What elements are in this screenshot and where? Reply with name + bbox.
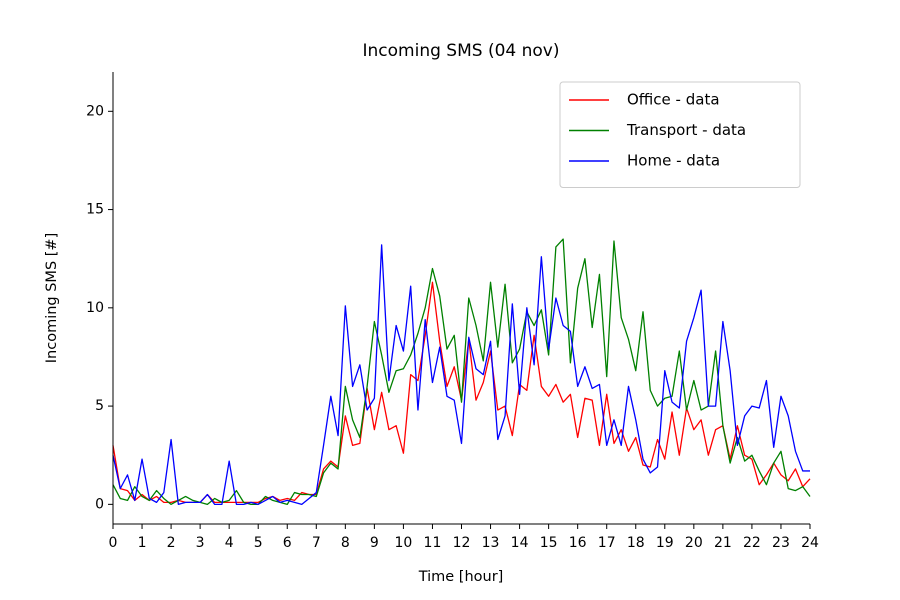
x-tick-label: 1 xyxy=(138,535,147,551)
x-tick-label: 17 xyxy=(598,535,616,551)
x-tick-label: 20 xyxy=(685,535,703,551)
x-tick-label: 9 xyxy=(370,535,379,551)
x-tick-label: 3 xyxy=(196,535,205,551)
x-tick-label: 23 xyxy=(772,535,790,551)
x-tick-label: 14 xyxy=(511,535,529,551)
x-axis-label: Time [hour] xyxy=(418,569,504,585)
x-tick-label: 16 xyxy=(569,535,587,551)
x-tick-label: 4 xyxy=(225,535,234,551)
y-tick-label: 20 xyxy=(86,103,104,119)
x-tick-label: 15 xyxy=(540,535,558,551)
x-tick-label: 8 xyxy=(341,535,350,551)
x-tick-label: 12 xyxy=(453,535,471,551)
x-tick-label: 6 xyxy=(283,535,292,551)
x-tick-label: 21 xyxy=(714,535,732,551)
series-line xyxy=(112,281,811,504)
legend-box xyxy=(559,81,801,188)
x-tick-label: 19 xyxy=(656,535,674,551)
legend-label: Home - data xyxy=(627,152,720,170)
y-tick-label: 0 xyxy=(95,496,104,512)
legend-label: Transport - data xyxy=(626,121,746,139)
x-tick-label: 7 xyxy=(312,535,321,551)
chart-title: Incoming SMS (04 nov) xyxy=(363,41,560,61)
x-tick-label: 0 xyxy=(109,535,118,551)
y-tick-label: 5 xyxy=(95,398,104,414)
x-tick-label: 5 xyxy=(254,535,263,551)
series-line xyxy=(112,238,811,505)
y-axis-label: Incoming SMS [#] xyxy=(44,233,60,363)
x-tick-label: 18 xyxy=(627,535,645,551)
y-tick-label: 10 xyxy=(86,300,104,316)
x-tick-label: 13 xyxy=(482,535,500,551)
y-tick-label: 15 xyxy=(86,202,104,218)
series-line xyxy=(112,244,810,505)
legend-label: Office - data xyxy=(627,91,720,109)
x-tick-label: 2 xyxy=(167,535,176,551)
x-tick-label: 11 xyxy=(424,535,442,551)
x-tick-label: 10 xyxy=(395,535,413,551)
x-tick-label: 24 xyxy=(801,535,819,551)
x-tick-label: 22 xyxy=(743,535,761,551)
